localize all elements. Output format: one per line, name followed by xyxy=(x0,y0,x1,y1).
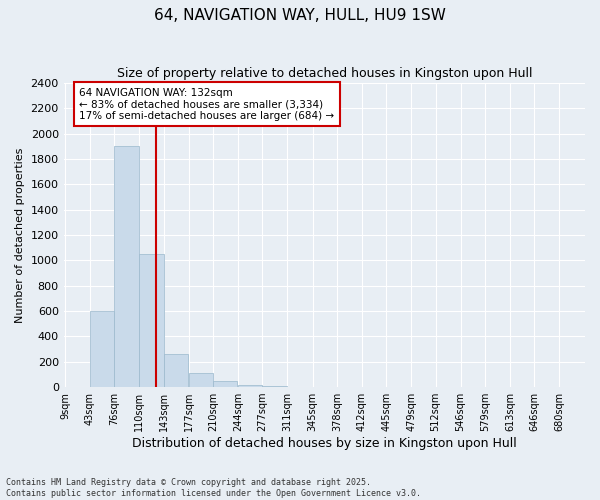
Bar xyxy=(139,254,164,387)
Text: 64 NAVIGATION WAY: 132sqm
← 83% of detached houses are smaller (3,334)
17% of se: 64 NAVIGATION WAY: 132sqm ← 83% of detac… xyxy=(79,88,334,121)
Text: 64, NAVIGATION WAY, HULL, HU9 1SW: 64, NAVIGATION WAY, HULL, HU9 1SW xyxy=(154,8,446,22)
Bar xyxy=(164,354,188,387)
Bar xyxy=(90,311,114,387)
Bar xyxy=(114,146,139,387)
Bar xyxy=(238,384,262,387)
X-axis label: Distribution of detached houses by size in Kingston upon Hull: Distribution of detached houses by size … xyxy=(132,437,517,450)
Bar xyxy=(213,380,238,387)
Title: Size of property relative to detached houses in Kingston upon Hull: Size of property relative to detached ho… xyxy=(116,68,532,80)
Y-axis label: Number of detached properties: Number of detached properties xyxy=(15,148,25,323)
Bar xyxy=(189,373,213,387)
Bar xyxy=(262,386,287,387)
Text: Contains HM Land Registry data © Crown copyright and database right 2025.
Contai: Contains HM Land Registry data © Crown c… xyxy=(6,478,421,498)
